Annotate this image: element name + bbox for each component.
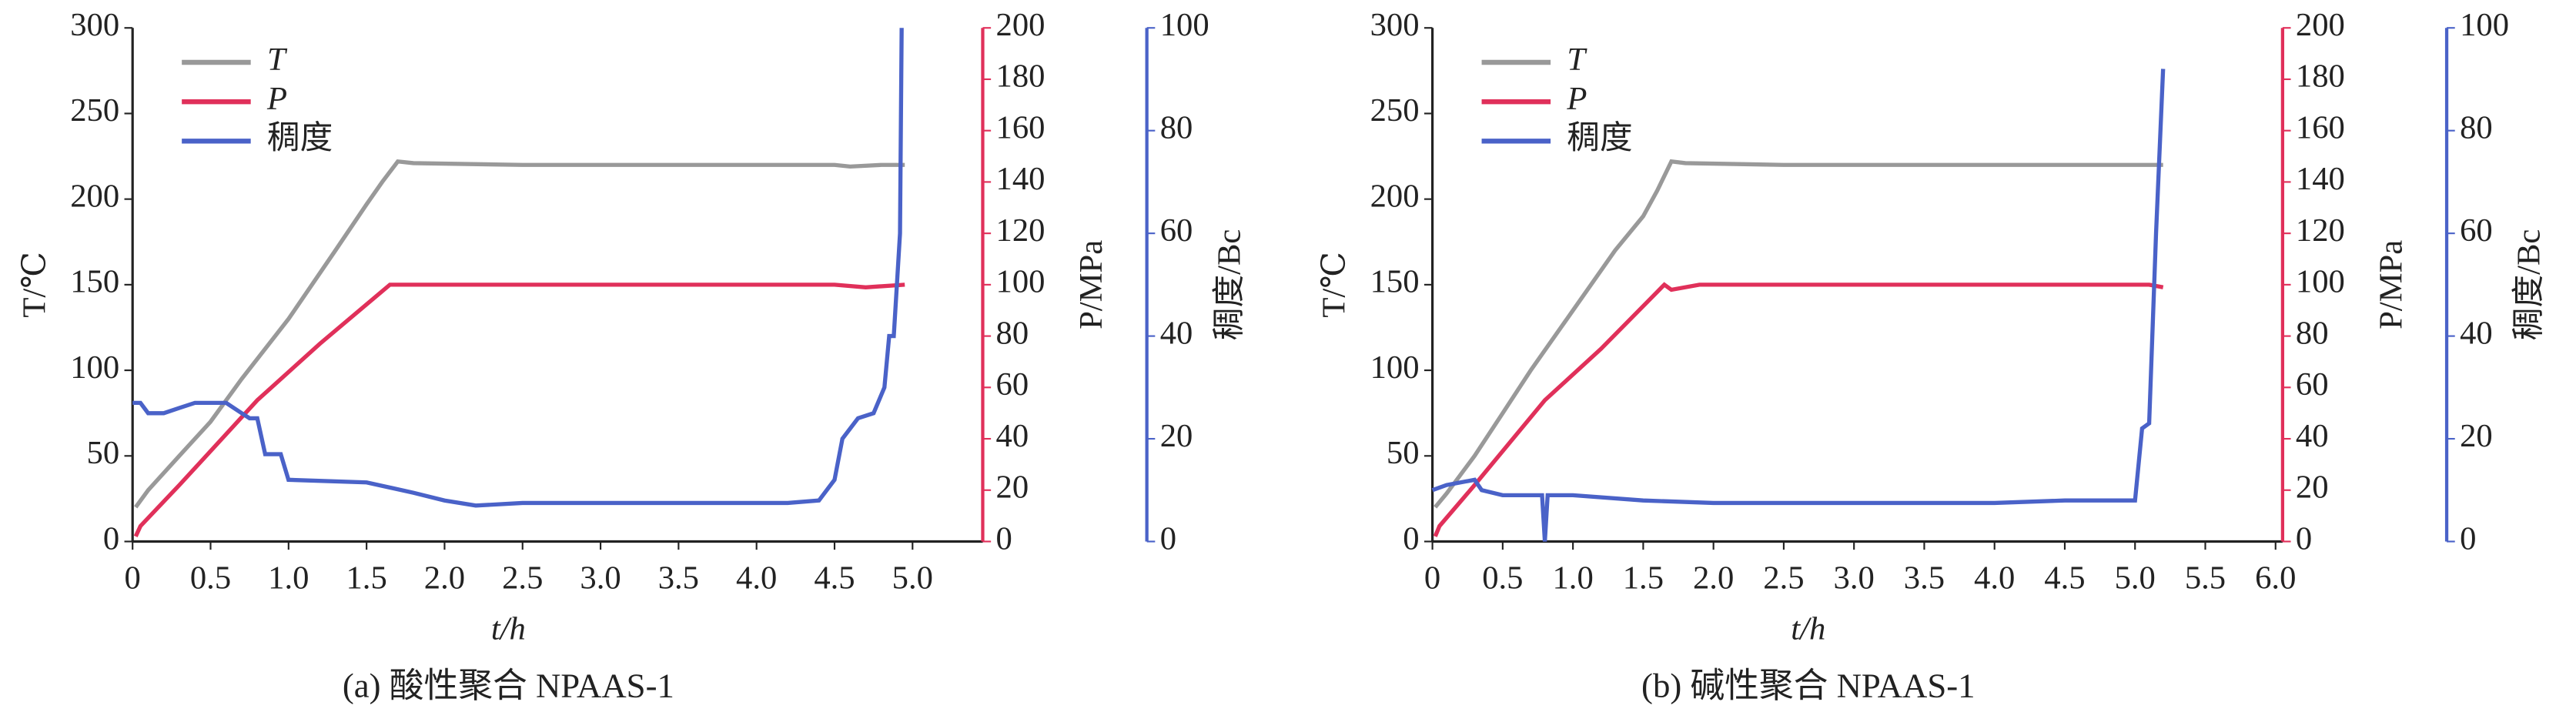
x-tick-label: 2.5 [502,560,543,596]
x-tick-label: 5.0 [892,560,933,596]
x-tick-label: 4.0 [1974,560,2015,596]
y2-tick-label: 160 [2296,109,2345,145]
legend-label: P [1566,81,1587,117]
y2-tick-label: 80 [2296,315,2329,351]
y-tick-label: 100 [1370,349,1420,386]
y3-tick-label: 80 [1160,109,1193,145]
legend-label: T [1567,42,1587,78]
y-tick-label: 50 [1387,435,1420,471]
x-tick-label: 0 [125,560,141,596]
x-tick-label: 1.0 [268,560,309,596]
y3-tick-label: 20 [2460,418,2493,454]
series-line [134,159,905,509]
y2-axis-label: P/MPa [2374,240,2410,329]
y-tick-label: 0 [103,520,119,557]
series-line [133,282,905,538]
y3-tick-label: 100 [2460,7,2509,43]
y2-tick-label: 100 [996,264,1045,300]
y-tick-label: 250 [1370,92,1420,129]
x-tick-label: 3.0 [1834,560,1875,596]
x-tick-label: 0 [1424,560,1440,596]
y2-axis-label: P/MPa [1073,240,1109,329]
y2-tick-label: 200 [2296,7,2345,43]
y-tick-label: 300 [1370,7,1420,43]
y2-tick-label: 120 [2296,212,2345,249]
x-tick-label: 5.0 [2115,560,2156,596]
y2-tick-label: 140 [2296,161,2345,197]
y-tick-label: 300 [70,7,119,43]
y-tick-label: 150 [1370,264,1420,300]
y2-tick-label: 0 [996,520,1012,557]
x-axis-label: t/h [1791,611,1825,647]
legend-label: P [266,81,287,117]
y2-tick-label: 40 [2296,418,2329,454]
y3-tick-label: 100 [1160,7,1209,43]
x-axis-label: t/h [491,611,526,647]
x-tick-label: 2.0 [424,560,465,596]
y-axis-label: T/℃ [16,252,52,318]
series-line [1433,282,2164,537]
x-tick-label: 1.5 [1623,560,1664,596]
y2-tick-label: 0 [2296,520,2312,557]
y2-tick-label: 40 [996,418,1029,454]
y2-tick-label: 20 [996,470,1029,506]
y2-tick-label: 60 [996,366,1029,403]
caption: (a) 酸性聚合 NPAAS-1 [343,667,674,705]
y3-tick-label: 20 [1160,418,1193,454]
y2-tick-label: 20 [2296,470,2329,506]
y2-tick-label: 60 [2296,366,2329,403]
x-tick-label: 1.0 [1552,560,1593,596]
y3-axis-label: 稠度/Bc [2511,229,2548,340]
y2-tick-label: 120 [996,212,1045,249]
series-line [1434,159,2163,509]
x-tick-label: 2.0 [1693,560,1734,596]
x-tick-label: 4.0 [736,560,777,596]
y-tick-label: 100 [70,349,119,386]
y-tick-label: 150 [70,264,119,300]
y3-tick-label: 0 [1160,520,1176,557]
y-tick-label: 250 [70,92,119,129]
y2-tick-label: 140 [996,161,1045,197]
y-axis-label: T/℃ [1316,252,1353,318]
y-tick-label: 50 [87,435,120,471]
x-tick-label: 3.5 [1904,560,1945,596]
y2-tick-label: 180 [2296,58,2345,95]
x-tick-label: 4.5 [814,560,855,596]
y2-tick-label: 180 [996,58,1045,95]
x-tick-label: 3.5 [658,560,699,596]
y2-tick-label: 200 [996,7,1045,43]
y3-tick-label: 60 [1160,212,1193,249]
x-tick-label: 1.5 [346,560,386,596]
x-tick-label: 3.0 [580,560,621,596]
y2-tick-label: 100 [2296,264,2345,300]
legend-label: 稠度 [267,120,333,156]
y3-tick-label: 80 [2460,109,2493,145]
y3-tick-label: 60 [2460,212,2493,249]
series-line [1431,69,2166,542]
y-tick-label: 200 [70,178,119,214]
x-tick-label: 6.0 [2255,560,2296,596]
legend-label: T [267,42,288,78]
y3-axis-label: 稠度/Bc [1211,229,1247,340]
y2-tick-label: 80 [996,315,1029,351]
y3-tick-label: 0 [2460,520,2476,557]
caption: (b) 碱性聚合 NPAAS-1 [1641,667,1975,705]
y-tick-label: 200 [1370,178,1420,214]
legend-label: 稠度 [1567,120,1632,156]
x-tick-label: 0.5 [190,560,231,596]
series-line [132,28,904,508]
y2-tick-label: 160 [996,109,1045,145]
x-tick-label: 4.5 [2044,560,2085,596]
x-tick-label: 0.5 [1482,560,1523,596]
y3-tick-label: 40 [2460,315,2493,351]
y-tick-label: 0 [1403,520,1419,557]
x-tick-label: 5.5 [2185,560,2226,596]
x-tick-label: 2.5 [1763,560,1804,596]
y3-tick-label: 40 [1160,315,1193,351]
